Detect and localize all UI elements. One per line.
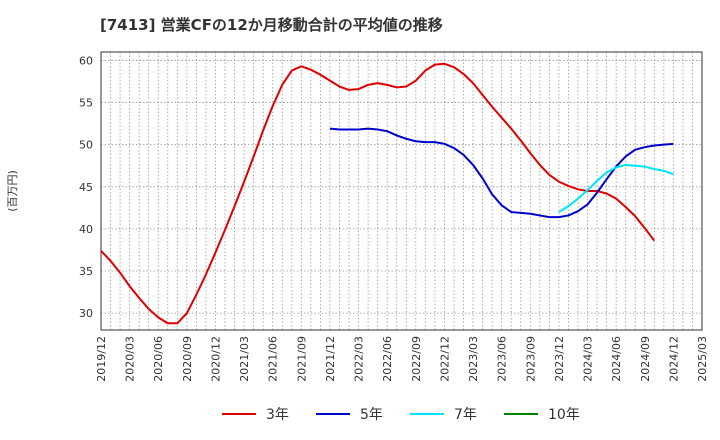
x-tick-label: 2020/06 <box>152 336 165 382</box>
series-line-1 <box>100 62 656 325</box>
x-tick-label: 2022/12 <box>438 336 451 382</box>
x-tick-label: 2021/09 <box>295 336 308 382</box>
y-tick-label: 30 <box>79 307 93 320</box>
legend-item: 7年 <box>410 402 477 426</box>
legend-label: 5年 <box>360 407 383 423</box>
legend-item: 3年 <box>222 402 289 426</box>
series-line-3 <box>558 163 674 213</box>
chart-title: [7413] 営業CFの12か月移動合計の平均値の推移 <box>100 16 443 34</box>
y-axis: 30 35 40 45 50 55 60 <box>79 54 93 320</box>
x-tick-label: 2024/03 <box>582 336 595 382</box>
legend-swatch <box>410 413 444 415</box>
y-tick-label: 55 <box>79 97 93 110</box>
x-tick-label: 2024/06 <box>610 336 623 382</box>
legend-swatch <box>222 413 256 415</box>
x-tick-label: 2019/12 <box>95 336 108 382</box>
x-tick-label: 2023/06 <box>496 336 509 382</box>
grid-lines <box>100 52 703 330</box>
x-tick-label: 2024/12 <box>667 336 680 382</box>
x-tick-label: 2022/06 <box>381 336 394 382</box>
y-tick-label: 35 <box>79 265 93 278</box>
legend-swatch <box>504 413 538 415</box>
x-tick-label: 2021/03 <box>238 336 251 382</box>
x-tick-label: 2023/03 <box>467 336 480 382</box>
x-tick-label: 2024/09 <box>639 336 652 382</box>
plot-frame <box>100 51 703 331</box>
x-tick-label: 2022/03 <box>353 336 366 382</box>
x-axis: 2019/12 2020/03 2020/06 2020/09 2020/12 2021/… <box>95 336 709 382</box>
x-tick-label: 2021/12 <box>324 336 337 382</box>
chart-svg: 30 35 40 45 50 55 60 2019/12 2020/03 2020/06 2020… <box>6 51 709 382</box>
legend-swatch <box>316 413 350 415</box>
x-tick-label: 2023/12 <box>553 336 566 382</box>
y-tick-label: 40 <box>79 223 93 236</box>
x-tick-label: 2025/03 <box>696 336 709 382</box>
legend: 3年 5年 7年 10年 <box>0 402 720 426</box>
legend-label: 10年 <box>548 407 580 423</box>
x-tick-label: 2020/03 <box>124 336 137 382</box>
x-tick-label: 2022/09 <box>410 336 423 382</box>
y-tick-label: 45 <box>79 181 93 194</box>
series-lines <box>100 62 674 325</box>
x-tick-label: 2023/09 <box>524 336 537 382</box>
x-tick-label: 2021/06 <box>267 336 280 382</box>
legend-label: 7年 <box>454 407 477 423</box>
x-tick-label: 2020/12 <box>209 336 222 382</box>
x-tick-label: 2020/09 <box>181 336 194 382</box>
legend-item: 10年 <box>504 402 580 426</box>
y-axis-label: (百万円) <box>6 170 19 212</box>
y-tick-label: 50 <box>79 139 93 152</box>
y-tick-label: 60 <box>79 54 93 67</box>
legend-item: 5年 <box>316 402 383 426</box>
legend-label: 3年 <box>266 407 289 423</box>
